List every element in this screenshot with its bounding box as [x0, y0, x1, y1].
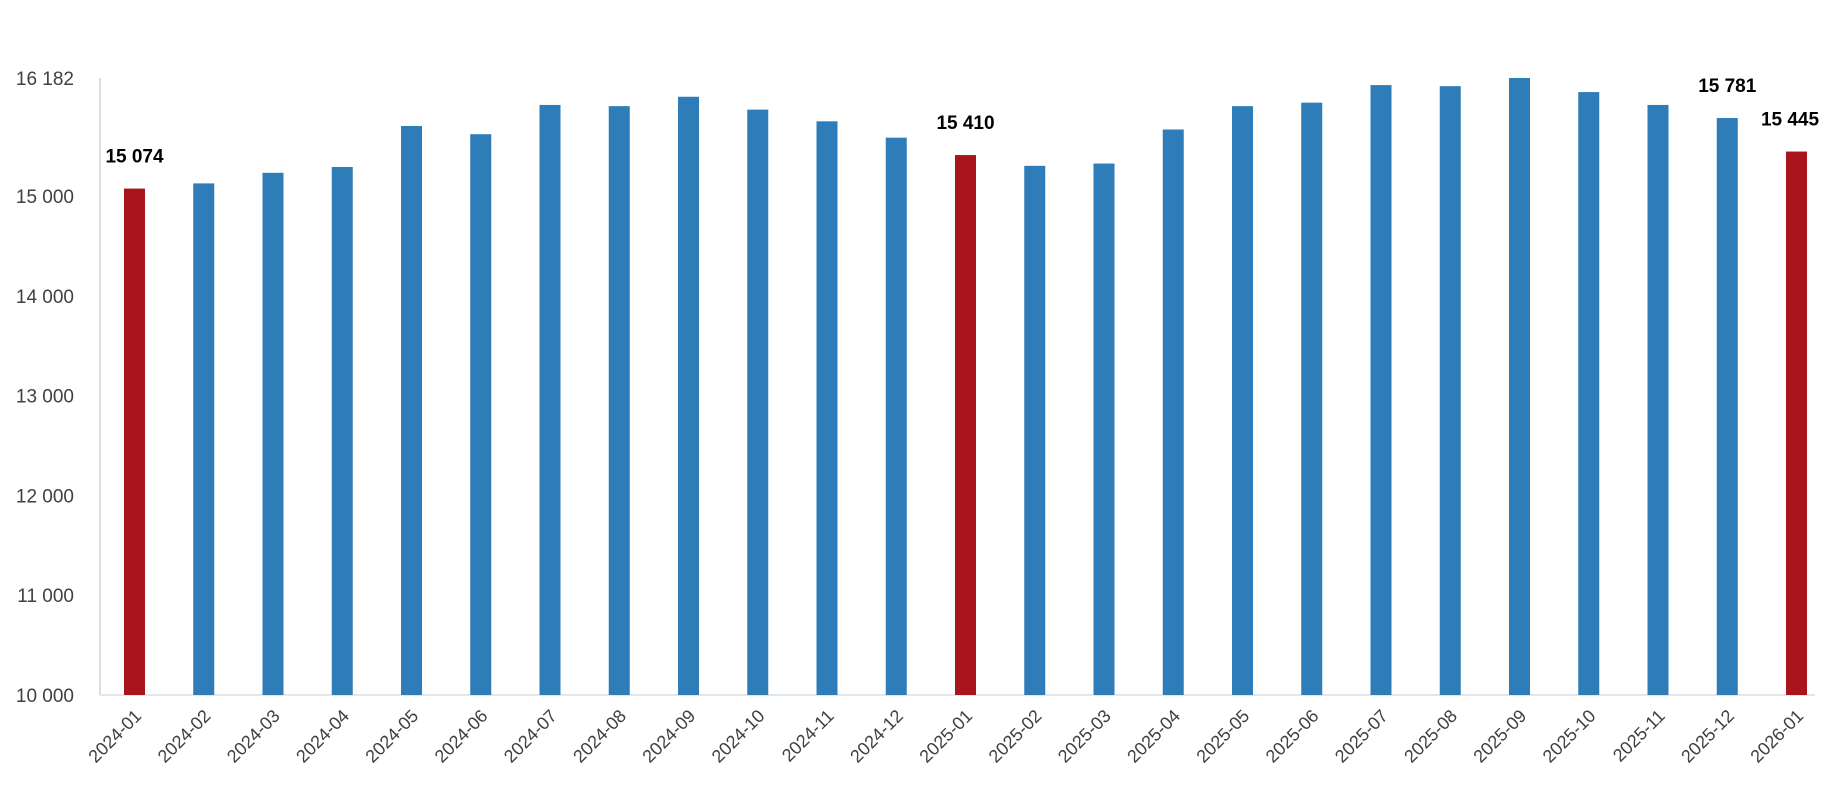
x-tick-label: 2025-07 [1331, 706, 1392, 767]
x-tick-label: 2024-03 [223, 706, 284, 767]
x-tick-label: 2024-05 [361, 706, 422, 767]
data-label-2024-01: 15 074 [105, 147, 164, 168]
data-label-2026-01: 15 445 [1761, 110, 1820, 131]
x-tick-label: 2025-03 [1054, 706, 1115, 767]
x-tick-label: 2024-04 [292, 706, 353, 767]
bar-2025-02 [1024, 165, 1046, 696]
y-tick-label: 12 000 [16, 486, 74, 507]
x-tick-label: 2025-02 [985, 706, 1046, 767]
bar-2025-12 [1716, 118, 1738, 696]
x-tick-label: 2024-09 [638, 706, 699, 767]
y-tick-label: 13 000 [16, 387, 74, 408]
bar-2024-11 [816, 121, 838, 696]
bar-2025-08 [1439, 86, 1461, 695]
x-tick-label: 2024-02 [154, 706, 215, 767]
bar-2024-05 [401, 126, 422, 695]
x-tick-label: 2025-01 [915, 706, 976, 767]
x-tick-label: 2025-12 [1677, 706, 1738, 767]
y-axis-ticks: 10 000 11 000 12 000 13 000 14 000 15 000 16 1… [16, 69, 74, 707]
x-tick-label: 2025-04 [1123, 706, 1184, 767]
x-tick-label: 2024-12 [846, 706, 907, 767]
bar-2024-09 [678, 96, 699, 696]
bar-2024-10 [747, 109, 769, 695]
x-tick-label: 2025-08 [1400, 706, 1461, 767]
x-axis-ticks: 2024-01 2024-02 2024-03 2024-04 2024-05 2024-… [84, 706, 1807, 767]
bar-2024-04 [331, 167, 353, 695]
x-tick-label: 2025-11 [1609, 706, 1669, 766]
bar-2024-02 [193, 183, 215, 695]
x-tick-label: 2024-07 [500, 706, 561, 767]
x-tick-label: 2024-10 [708, 706, 769, 767]
data-label-2025-12: 15 781 [1698, 76, 1757, 97]
y-tick-label: 14 000 [16, 287, 74, 308]
x-tick-label: 2024-01 [84, 706, 145, 767]
y-tick-label: 11 000 [17, 586, 74, 607]
y-tick-label: 16 182 [16, 69, 74, 90]
x-tick-label: 2025-06 [1262, 706, 1323, 767]
x-tick-label: 2025-05 [1192, 706, 1253, 767]
bar-2025-04 [1162, 129, 1184, 696]
bar-2024-03 [262, 172, 284, 695]
y-tick-label: 10 000 [16, 686, 74, 707]
bar-2025-07 [1370, 85, 1392, 695]
x-tick-label: 2025-09 [1469, 706, 1530, 767]
bar-2024-07 [539, 104, 561, 696]
bar-2025-06 [1301, 102, 1323, 696]
x-tick-label: 2026-01 [1746, 706, 1807, 767]
bar-2025-01 [955, 155, 976, 695]
bar-2025-05 [1232, 106, 1253, 695]
bar-2025-10 [1578, 92, 1600, 695]
x-tick-label: 2024-08 [569, 706, 630, 767]
data-label-2025-01: 15 410 [936, 113, 994, 134]
bar-2024-01 [124, 188, 145, 695]
x-tick-label: 2024-06 [431, 706, 492, 767]
bar-2025-11 [1647, 104, 1669, 696]
x-tick-label: 2024-11 [778, 706, 838, 766]
bar-2024-08 [608, 106, 630, 695]
bar-2024-12 [885, 137, 907, 696]
bar-2025-09 [1509, 78, 1530, 695]
bars [124, 78, 1807, 696]
bar-2026-01 [1786, 151, 1807, 695]
bar-2024-06 [470, 134, 492, 695]
x-tick-label: 2025-10 [1539, 706, 1600, 767]
y-tick-label: 15 000 [16, 187, 74, 208]
bar-2025-03 [1093, 163, 1115, 696]
